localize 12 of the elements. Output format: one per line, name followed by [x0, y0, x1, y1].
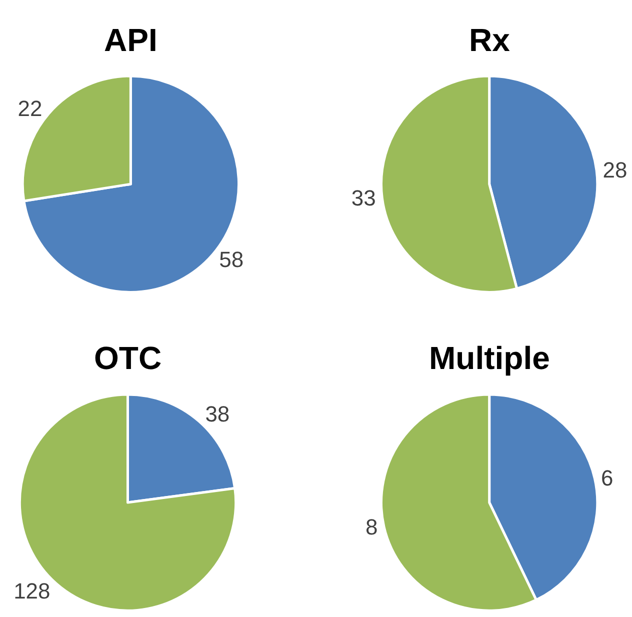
data-label: 22: [18, 96, 42, 122]
data-label: 128: [14, 578, 50, 604]
data-label: 8: [365, 514, 378, 540]
data-label: 28: [602, 158, 628, 183]
chart-title: OTC: [94, 340, 162, 376]
data-label: 58: [219, 247, 244, 272]
chart-title: Rx: [469, 22, 510, 58]
data-label: 38: [205, 402, 230, 427]
chart-title: Multiple: [429, 340, 550, 376]
data-label: 6: [600, 465, 614, 490]
data-label: 33: [351, 186, 376, 211]
chart-title: API: [104, 22, 158, 58]
